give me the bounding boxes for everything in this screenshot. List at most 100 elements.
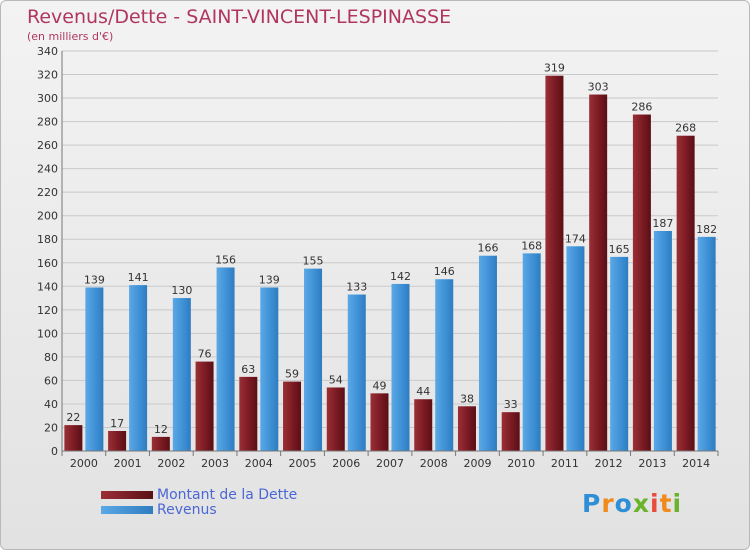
bar-revenus-2002	[172, 298, 191, 451]
y-tick-label: 120	[37, 304, 58, 317]
value-label-revenus-2008: 146	[434, 265, 455, 278]
bar-dette-2000	[64, 425, 83, 451]
value-label-dette-2014: 268	[675, 122, 696, 135]
y-tick-label: 200	[37, 210, 58, 223]
bar-dette-2002	[151, 436, 170, 451]
y-tick-label: 80	[44, 351, 58, 364]
y-tick-label: 320	[37, 69, 58, 82]
bar-dette-2011	[545, 75, 564, 452]
bar-dette-2004	[239, 376, 258, 451]
x-tick-label-2003: 2003	[201, 457, 229, 470]
bar-dette-2001	[108, 431, 127, 451]
y-tick-label: 220	[37, 186, 58, 199]
bar-revenus-2010	[522, 253, 541, 451]
value-label-revenus-2012: 165	[609, 243, 630, 256]
legend-swatch-revenus	[101, 506, 153, 514]
bar-dette-2009	[457, 406, 476, 451]
logo-letter: t	[659, 489, 673, 518]
value-label-revenus-2011: 174	[565, 232, 586, 245]
value-label-revenus-2002: 130	[171, 284, 192, 297]
bar-dette-2007	[370, 393, 389, 451]
x-tick-label-2002: 2002	[157, 457, 185, 470]
y-tick-label: 0	[51, 445, 58, 458]
x-tick-label-2004: 2004	[245, 457, 273, 470]
bar-revenus-2005	[304, 268, 323, 451]
x-tick-label-2005: 2005	[289, 457, 317, 470]
value-label-dette-2013: 286	[631, 101, 652, 114]
value-label-revenus-2007: 142	[390, 270, 411, 283]
y-tick-label: 160	[37, 257, 58, 270]
logo-letter: o	[614, 489, 633, 518]
value-label-revenus-2000: 139	[84, 273, 105, 286]
x-tick-label-2013: 2013	[638, 457, 666, 470]
x-tick-label-2001: 2001	[114, 457, 142, 470]
value-label-revenus-2006: 133	[346, 281, 367, 294]
logo-letter: x	[632, 489, 650, 518]
chart-subtitle: (en milliers d'€)	[27, 30, 114, 43]
x-tick-label-2010: 2010	[507, 457, 535, 470]
value-label-dette-2001: 17	[110, 417, 124, 430]
y-tick-label: 100	[37, 327, 58, 340]
value-label-dette-2006: 54	[329, 373, 343, 386]
bar-revenus-2011	[566, 246, 585, 451]
value-label-dette-2012: 303	[588, 81, 609, 94]
x-tick-label-2000: 2000	[70, 457, 98, 470]
bar-revenus-2006	[347, 294, 366, 451]
bar-dette-2010	[501, 412, 520, 451]
x-tick-label-2011: 2011	[551, 457, 579, 470]
bar-revenus-2000	[85, 287, 104, 451]
value-label-revenus-2009: 166	[477, 242, 498, 255]
bar-revenus-2007	[391, 283, 410, 451]
y-tick-label: 20	[44, 421, 58, 434]
logo-letter: i	[650, 489, 660, 518]
y-tick-label: 240	[37, 163, 58, 176]
value-label-revenus-2004: 139	[259, 273, 280, 286]
value-label-revenus-2001: 141	[128, 271, 149, 284]
y-tick-label: 340	[37, 45, 58, 58]
proxiti-logo: Proxiti	[582, 489, 682, 518]
logo-letter: P	[582, 489, 602, 518]
bar-revenus-2003	[216, 267, 235, 451]
bar-dette-2014	[676, 135, 695, 452]
legend-swatch-dette	[101, 491, 153, 499]
legend-label-dette: Montant de la Dette	[157, 487, 298, 503]
bar-revenus-2008	[435, 279, 454, 451]
value-label-revenus-2003: 156	[215, 253, 236, 266]
x-tick-label-2007: 2007	[376, 457, 404, 470]
value-label-dette-2007: 49	[373, 379, 387, 392]
value-label-dette-2005: 59	[285, 368, 299, 381]
chart-title: Revenus/Dette - SAINT-VINCENT-LESPINASSE	[27, 6, 452, 28]
value-label-dette-2000: 22	[66, 411, 80, 424]
x-tick-label-2006: 2006	[332, 457, 360, 470]
bar-dette-2003	[195, 361, 214, 451]
y-tick-label: 300	[37, 92, 58, 105]
x-tick-label-2012: 2012	[595, 457, 623, 470]
bar-revenus-2014	[697, 236, 716, 451]
value-label-revenus-2005: 155	[303, 255, 324, 268]
bar-revenus-2012	[610, 256, 629, 451]
x-tick-label-2009: 2009	[463, 457, 491, 470]
value-label-revenus-2010: 168	[521, 239, 542, 252]
y-tick-label: 140	[37, 280, 58, 293]
value-label-dette-2011: 319	[544, 62, 565, 75]
bar-revenus-2001	[129, 285, 148, 451]
bar-dette-2008	[414, 399, 433, 451]
x-tick-label-2008: 2008	[420, 457, 448, 470]
value-label-revenus-2014: 182	[696, 223, 717, 236]
y-tick-label: 260	[37, 139, 58, 152]
logo-letter: r	[601, 489, 615, 518]
value-label-dette-2010: 33	[504, 398, 518, 411]
logo-letter: i	[672, 489, 683, 518]
value-label-dette-2004: 63	[241, 363, 255, 376]
bar-dette-2005	[283, 381, 302, 451]
y-tick-label: 280	[37, 116, 58, 129]
bar-revenus-2013	[653, 231, 672, 451]
legend-label-revenus: Revenus	[157, 502, 217, 518]
value-label-dette-2008: 44	[416, 385, 430, 398]
y-tick-label: 40	[44, 398, 58, 411]
value-label-dette-2009: 38	[460, 392, 474, 405]
x-tick-label-2014: 2014	[682, 457, 710, 470]
y-tick-label: 60	[44, 374, 58, 387]
